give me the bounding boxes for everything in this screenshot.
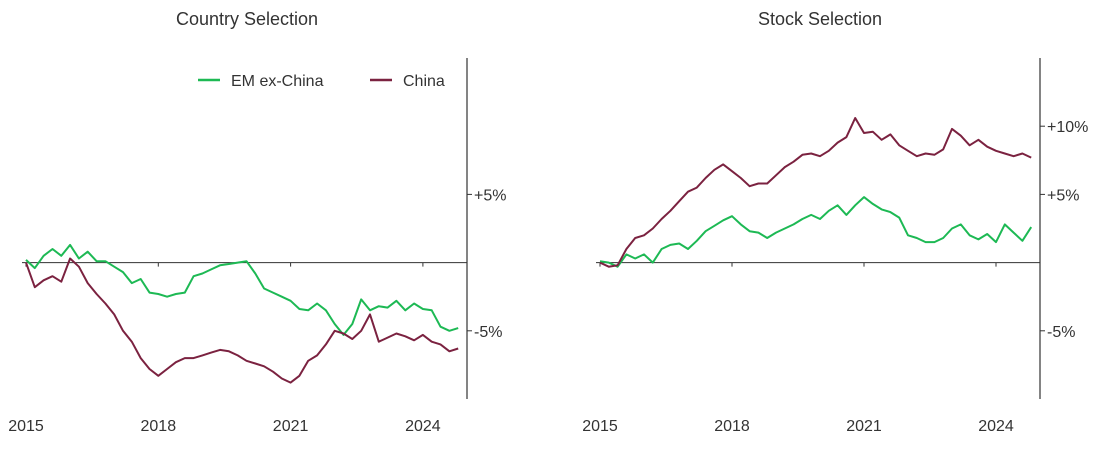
y-tick-label: -5% <box>474 324 502 341</box>
legend-label-em-ex-china: EM ex-China <box>231 73 324 90</box>
series-line-china <box>599 117 1032 268</box>
legend: EM ex-China China <box>198 73 445 90</box>
y-tick-label: +5% <box>474 187 506 204</box>
x-tick-label: 2021 <box>846 418 882 435</box>
series-line-china <box>25 257 459 384</box>
x-tick-label: 2015 <box>8 418 44 435</box>
x-tick-label: 2018 <box>141 418 177 435</box>
chart-title: Stock Selection <box>758 9 882 29</box>
country-selection-panel: Country Selection EM ex-China China 2015… <box>8 9 506 435</box>
legend-label-china: China <box>403 73 445 90</box>
stock-selection-panel: Stock Selection 2015 2018 2021 2024 +10% +5% -… <box>582 9 1088 435</box>
y-tick-label: +10% <box>1047 119 1088 136</box>
y-tick-label: +5% <box>1047 187 1079 204</box>
x-tick-label: 2024 <box>405 418 441 435</box>
x-tick-label: 2018 <box>714 418 750 435</box>
x-tick-label: 2015 <box>582 418 618 435</box>
chart-title: Country Selection <box>176 9 318 29</box>
y-tick-label: -5% <box>1047 324 1075 341</box>
series-line-em-ex-china <box>599 196 1033 268</box>
series-line-em-ex-china <box>25 243 459 336</box>
x-tick-label: 2021 <box>273 418 309 435</box>
x-tick-label: 2024 <box>978 418 1014 435</box>
